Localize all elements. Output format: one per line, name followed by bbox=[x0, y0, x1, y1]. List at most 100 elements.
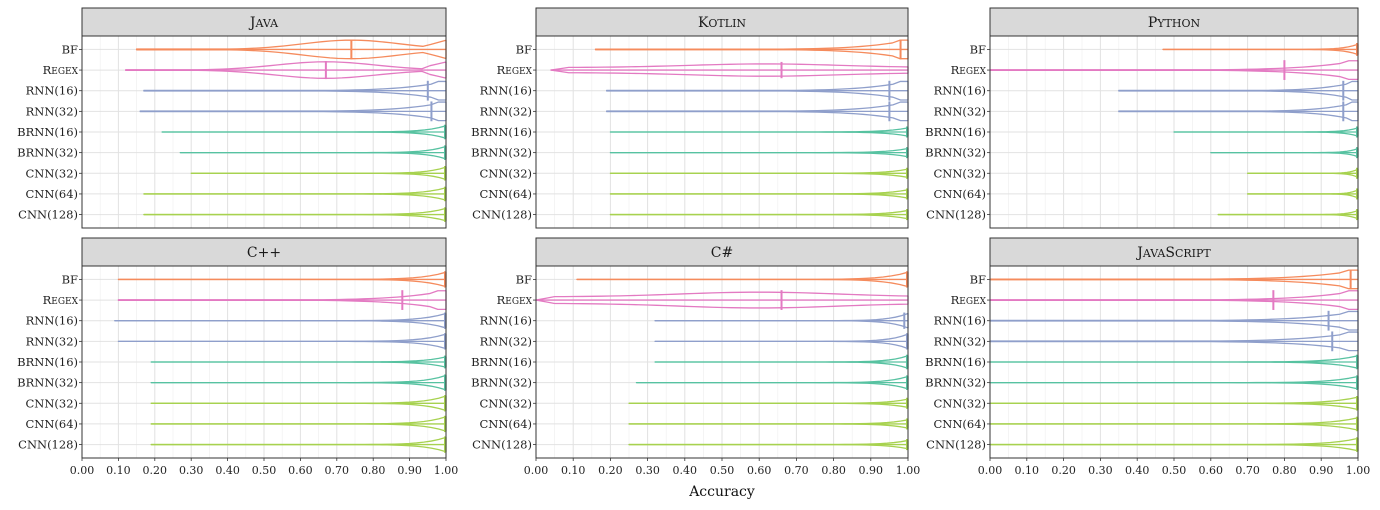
category-label: CNN(32) bbox=[933, 166, 986, 180]
category-label: RNN(16) bbox=[26, 84, 78, 98]
x-tick-label: 0.80 bbox=[1272, 464, 1297, 477]
category-label: CNN(32) bbox=[933, 396, 986, 410]
x-tick-label: 0.30 bbox=[1088, 464, 1113, 477]
x-tick-label: 0.40 bbox=[673, 464, 698, 477]
category-label: BRNN(16) bbox=[925, 125, 986, 139]
category-label: BRNN(32) bbox=[471, 376, 532, 390]
x-tick-label: 0.30 bbox=[179, 464, 204, 477]
category-label: CNN(128) bbox=[18, 208, 78, 222]
category-label: CNN(128) bbox=[926, 438, 986, 452]
category-label: CNN(32) bbox=[479, 396, 532, 410]
panel-frame bbox=[535, 35, 909, 229]
category-label: RNN(16) bbox=[934, 84, 986, 98]
category-label: CNN(128) bbox=[472, 208, 532, 222]
x-tick-label: 0.70 bbox=[784, 464, 809, 477]
category-label: CNN(64) bbox=[933, 187, 986, 201]
category-label: BRNN(32) bbox=[925, 146, 986, 160]
x-tick-label: 0.70 bbox=[1235, 464, 1260, 477]
category-label: REGEX bbox=[43, 293, 79, 307]
x-tick-label: 0.00 bbox=[978, 464, 1003, 477]
category-label: BRNN(16) bbox=[925, 355, 986, 369]
category-label: BRNN(32) bbox=[925, 376, 986, 390]
category-label: REGEX bbox=[951, 63, 987, 77]
category-label: RNN(16) bbox=[480, 314, 532, 328]
panel-frame bbox=[81, 35, 447, 229]
x-tick-label: 1.00 bbox=[434, 464, 459, 477]
category-label: CNN(64) bbox=[25, 187, 78, 201]
x-tick-label: 0.80 bbox=[821, 464, 846, 477]
category-label: RNN(16) bbox=[934, 314, 986, 328]
category-label: CNN(128) bbox=[472, 438, 532, 452]
facet-strip bbox=[81, 7, 447, 37]
facet-strip bbox=[535, 237, 909, 267]
x-tick-label: 0.70 bbox=[325, 464, 350, 477]
panel-frame bbox=[989, 35, 1359, 229]
x-tick-label: 0.90 bbox=[1309, 464, 1334, 477]
x-tick-label: 0.00 bbox=[70, 464, 95, 477]
category-label: CNN(32) bbox=[25, 166, 78, 180]
facet-strip bbox=[535, 7, 909, 37]
x-tick-label: 0.40 bbox=[1125, 464, 1150, 477]
x-tick-label: 0.30 bbox=[635, 464, 660, 477]
category-label: RNN(16) bbox=[26, 314, 78, 328]
category-label: RNN(32) bbox=[480, 334, 532, 348]
category-label: RNN(32) bbox=[934, 104, 986, 118]
x-tick-label: 0.20 bbox=[598, 464, 623, 477]
category-label: BRNN(16) bbox=[17, 355, 78, 369]
facet-title: KOTLIN bbox=[698, 15, 746, 31]
x-tick-label: 0.90 bbox=[397, 464, 422, 477]
x-tick-label: 0.40 bbox=[215, 464, 240, 477]
category-label: REGEX bbox=[951, 293, 987, 307]
category-label: CNN(64) bbox=[933, 417, 986, 431]
category-label: BF bbox=[516, 42, 532, 56]
x-tick-label: 0.10 bbox=[561, 464, 586, 477]
facet-panel: JAVA BF REGEX RNN(16) RNN(32) BRNN(16) BRNN(32… bbox=[17, 7, 447, 229]
category-label: BRNN(32) bbox=[471, 146, 532, 160]
category-label: BRNN(16) bbox=[17, 125, 78, 139]
category-label: CNN(64) bbox=[25, 417, 78, 431]
category-label: CNN(32) bbox=[479, 166, 532, 180]
category-label: BRNN(32) bbox=[17, 376, 78, 390]
x-tick-label: 1.00 bbox=[896, 464, 921, 477]
x-tick-label: 0.10 bbox=[1015, 464, 1040, 477]
category-label: BF bbox=[516, 272, 532, 286]
category-label: BF bbox=[62, 272, 78, 286]
category-label: RNN(16) bbox=[480, 84, 532, 98]
facet-strip bbox=[989, 7, 1359, 37]
category-label: BF bbox=[970, 42, 986, 56]
category-label: RNN(32) bbox=[480, 104, 532, 118]
x-tick-label: 1.00 bbox=[1346, 464, 1371, 477]
x-tick-label: 0.10 bbox=[106, 464, 131, 477]
facet-title: JAVASCRIPT bbox=[1135, 245, 1211, 261]
x-tick-label: 0.20 bbox=[1051, 464, 1076, 477]
category-label: BF bbox=[62, 42, 78, 56]
x-tick-label: 0.50 bbox=[710, 464, 735, 477]
x-tick-label: 0.00 bbox=[524, 464, 549, 477]
category-label: REGEX bbox=[497, 63, 533, 77]
category-label: CNN(32) bbox=[25, 396, 78, 410]
category-label: REGEX bbox=[43, 63, 79, 77]
x-tick-label: 0.50 bbox=[1162, 464, 1187, 477]
category-label: BRNN(16) bbox=[471, 355, 532, 369]
facet-panel: C++ BF REGEX RNN(16) RNN(32) BRNN(16) BRNN(32)… bbox=[17, 237, 459, 477]
category-label: RNN(32) bbox=[26, 104, 78, 118]
x-tick-label: 0.60 bbox=[288, 464, 313, 477]
category-label: BRNN(32) bbox=[17, 146, 78, 160]
facet-panel: KOTLIN BF REGEX RNN(16) RNN(32) BRNN(16) BRNN(… bbox=[471, 7, 909, 229]
category-label: CNN(128) bbox=[926, 208, 986, 222]
category-label: CNN(64) bbox=[479, 417, 532, 431]
x-tick-label: 0.90 bbox=[859, 464, 884, 477]
x-axis-title: Accuracy bbox=[688, 484, 755, 500]
facet-panel: C# BF REGEX RNN(16) RNN(32) BRNN(16) BRNN(32) C… bbox=[471, 237, 921, 477]
facet-title: JAVA bbox=[248, 15, 279, 31]
facet-title: C++ bbox=[247, 245, 281, 261]
facet-panel: PYTHON BF REGEX RNN(16) RNN(32) BRNN(16) BRNN(… bbox=[925, 7, 1359, 229]
x-tick-label: 0.60 bbox=[1199, 464, 1224, 477]
x-tick-label: 0.60 bbox=[747, 464, 772, 477]
facet-title: PYTHON bbox=[1148, 15, 1201, 31]
category-label: BF bbox=[970, 272, 986, 286]
x-tick-label: 0.20 bbox=[143, 464, 168, 477]
category-label: CNN(64) bbox=[479, 187, 532, 201]
